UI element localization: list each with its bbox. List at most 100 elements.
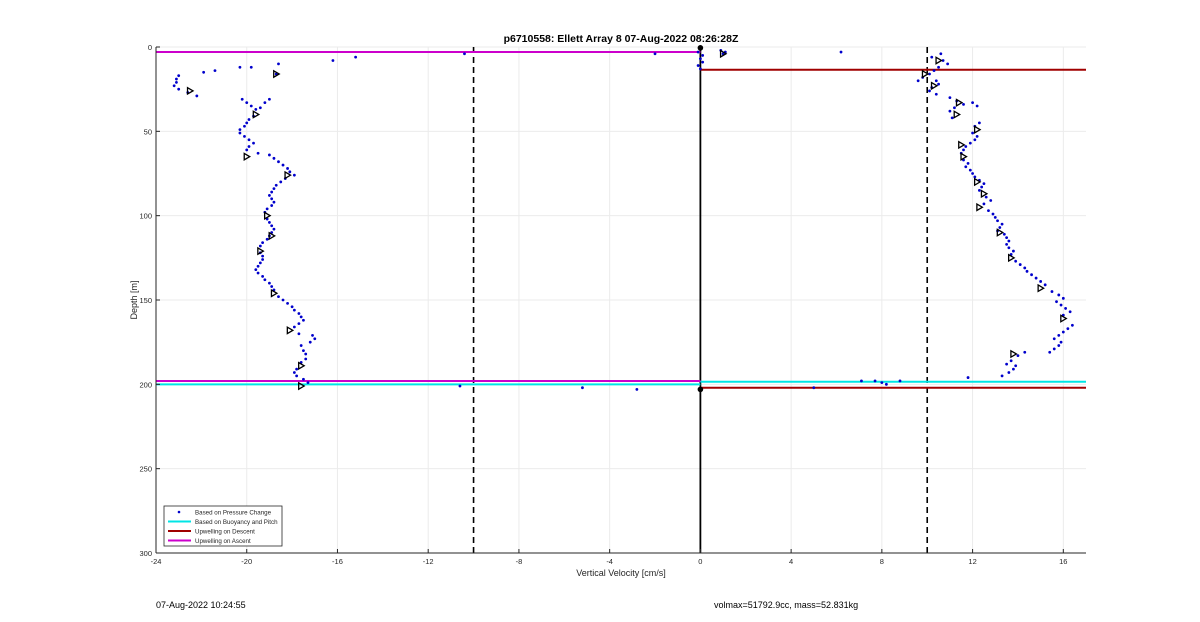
pressure-point <box>247 118 251 121</box>
x-tick-label: -16 <box>332 557 343 566</box>
pressure-point <box>873 379 877 383</box>
pressure-point <box>1048 350 1052 354</box>
footer-stats: volmax=51792.9cc, mass=52.831kg <box>714 600 859 610</box>
pressure-point <box>953 106 956 110</box>
pressure-point <box>1023 350 1027 354</box>
pressure-point <box>238 128 242 132</box>
pressure-point <box>243 124 246 128</box>
x-tick-label: 12 <box>968 557 976 566</box>
pressure-point <box>1050 290 1054 293</box>
pressure-point <box>274 183 278 187</box>
pressure-point <box>268 281 271 285</box>
pressure-point <box>245 148 249 152</box>
pressure-point <box>1064 307 1067 310</box>
pressure-point <box>696 64 700 67</box>
pressure-point <box>635 387 639 391</box>
pressure-point <box>937 65 940 69</box>
x-tick-label: -12 <box>423 557 434 566</box>
pressure-point <box>263 278 267 282</box>
pressure-point <box>950 116 954 120</box>
zero-marker <box>697 386 704 393</box>
footer-timestamp: 07-Aug-2022 10:24:55 <box>156 600 246 610</box>
pressure-point <box>982 202 986 206</box>
pressure-point <box>297 322 301 326</box>
pressure-point <box>1007 246 1011 250</box>
pressure-point <box>1066 327 1070 331</box>
pressure-point <box>973 175 977 179</box>
pressure-point <box>977 188 981 192</box>
pressure-point <box>272 200 276 204</box>
triangle-marker <box>286 326 295 335</box>
pressure-point <box>175 81 178 84</box>
pressure-point <box>941 59 945 62</box>
reference-lines <box>472 47 929 553</box>
x-tick-label: 16 <box>1059 557 1067 566</box>
pressure-point <box>1005 242 1009 246</box>
x-tick-label: 8 <box>880 557 884 566</box>
triangle-marker <box>930 81 939 91</box>
triangle-marker <box>921 69 930 79</box>
triangle-marker <box>935 56 943 65</box>
pressure-point <box>290 305 294 309</box>
pressure-point <box>252 141 255 145</box>
pressure-point <box>1002 232 1006 236</box>
pressure-point <box>258 244 262 248</box>
pressure-point <box>281 298 285 302</box>
pressure-point <box>265 207 269 211</box>
pressure-point <box>934 79 938 83</box>
pressure-point <box>1034 276 1038 280</box>
pressure-point <box>934 92 938 96</box>
pressure-point <box>1057 293 1061 297</box>
pressure-point <box>263 101 267 105</box>
pressure-point <box>313 337 317 341</box>
pressure-point <box>172 84 176 88</box>
legend: Based on Pressure Change Based on Buoyanc… <box>163 505 283 547</box>
pressure-point <box>948 96 952 99</box>
pressure-point <box>331 59 335 62</box>
pressure-point <box>968 141 972 145</box>
triangle-marker <box>973 125 982 134</box>
pressure-point <box>698 67 702 71</box>
horizontal-segments <box>156 51 1086 389</box>
pressure-point <box>292 371 296 374</box>
pressure-point <box>946 62 950 66</box>
triangle-marker <box>298 361 306 371</box>
pressure-point <box>1005 236 1009 239</box>
pressure-point <box>839 50 843 54</box>
pressure-point <box>966 376 970 379</box>
pressure-point <box>1059 340 1063 344</box>
pressure-point <box>286 167 289 170</box>
pressure-point <box>297 332 301 336</box>
triangle-marker <box>973 177 982 187</box>
pressure-point <box>258 106 262 110</box>
pressure-point <box>295 374 299 378</box>
pressure-point <box>304 352 308 356</box>
pressure-point <box>1005 362 1009 366</box>
triangle-marker <box>186 86 195 96</box>
pressure-point <box>968 168 972 172</box>
pressure-point <box>998 226 1002 229</box>
pressure-point <box>195 94 199 98</box>
pressure-point <box>1055 300 1058 304</box>
triangle-marker <box>1060 314 1068 323</box>
pressure-point <box>247 145 251 148</box>
pressure-point <box>279 180 283 184</box>
y-tick-label: 100 <box>139 212 152 221</box>
pressure-point <box>304 357 308 361</box>
pressure-point <box>993 215 997 219</box>
triangle-marker <box>263 211 272 220</box>
pressure-point <box>292 325 296 329</box>
pressure-point <box>270 285 274 288</box>
pressure-point <box>258 261 262 265</box>
pressure-point <box>175 77 178 81</box>
triangle-marker <box>273 69 281 79</box>
pressure-point <box>306 381 310 385</box>
pressure-point <box>948 109 952 113</box>
triangle-markers <box>186 45 1068 393</box>
data-points <box>172 47 1074 391</box>
pressure-point <box>971 131 974 135</box>
pressure-point <box>1014 259 1018 263</box>
pressure-point <box>256 271 260 275</box>
pressure-point <box>1043 283 1047 287</box>
